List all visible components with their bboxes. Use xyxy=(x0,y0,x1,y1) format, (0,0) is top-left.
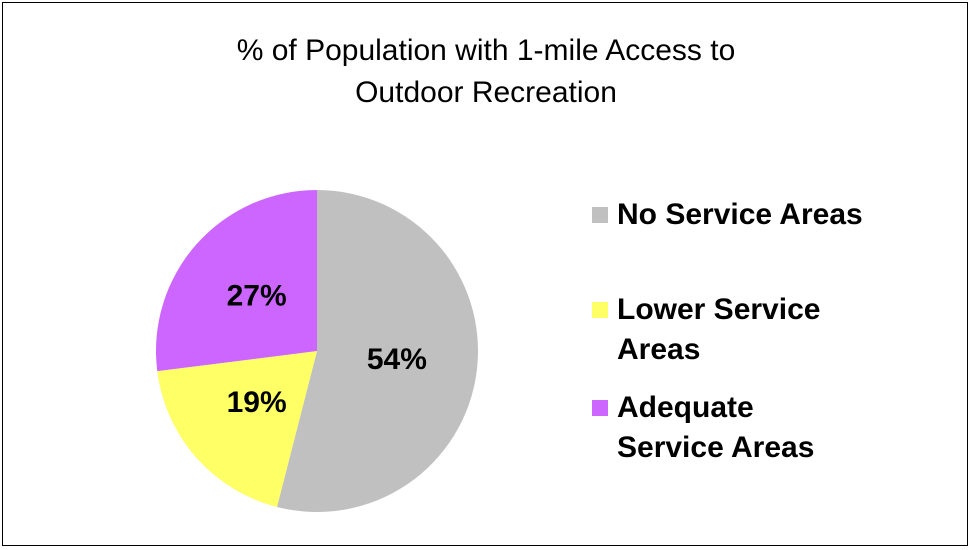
legend-label: No Service Areas xyxy=(617,198,863,231)
legend-swatch xyxy=(592,400,608,416)
legend-label: Lower Service Areas xyxy=(617,293,821,366)
pie-slice xyxy=(156,190,317,372)
pie-slice xyxy=(157,351,317,507)
data-label: 27% xyxy=(227,280,287,313)
data-label: 19% xyxy=(227,386,287,419)
legend-swatch xyxy=(592,302,608,318)
legend-swatch xyxy=(592,207,608,223)
data-label: 54% xyxy=(367,343,427,376)
legend-label: Adequate Service Areas xyxy=(617,391,815,464)
pie-slice xyxy=(276,190,478,512)
chart-title: % of Population with 1-mile Access to Ou… xyxy=(236,34,736,109)
